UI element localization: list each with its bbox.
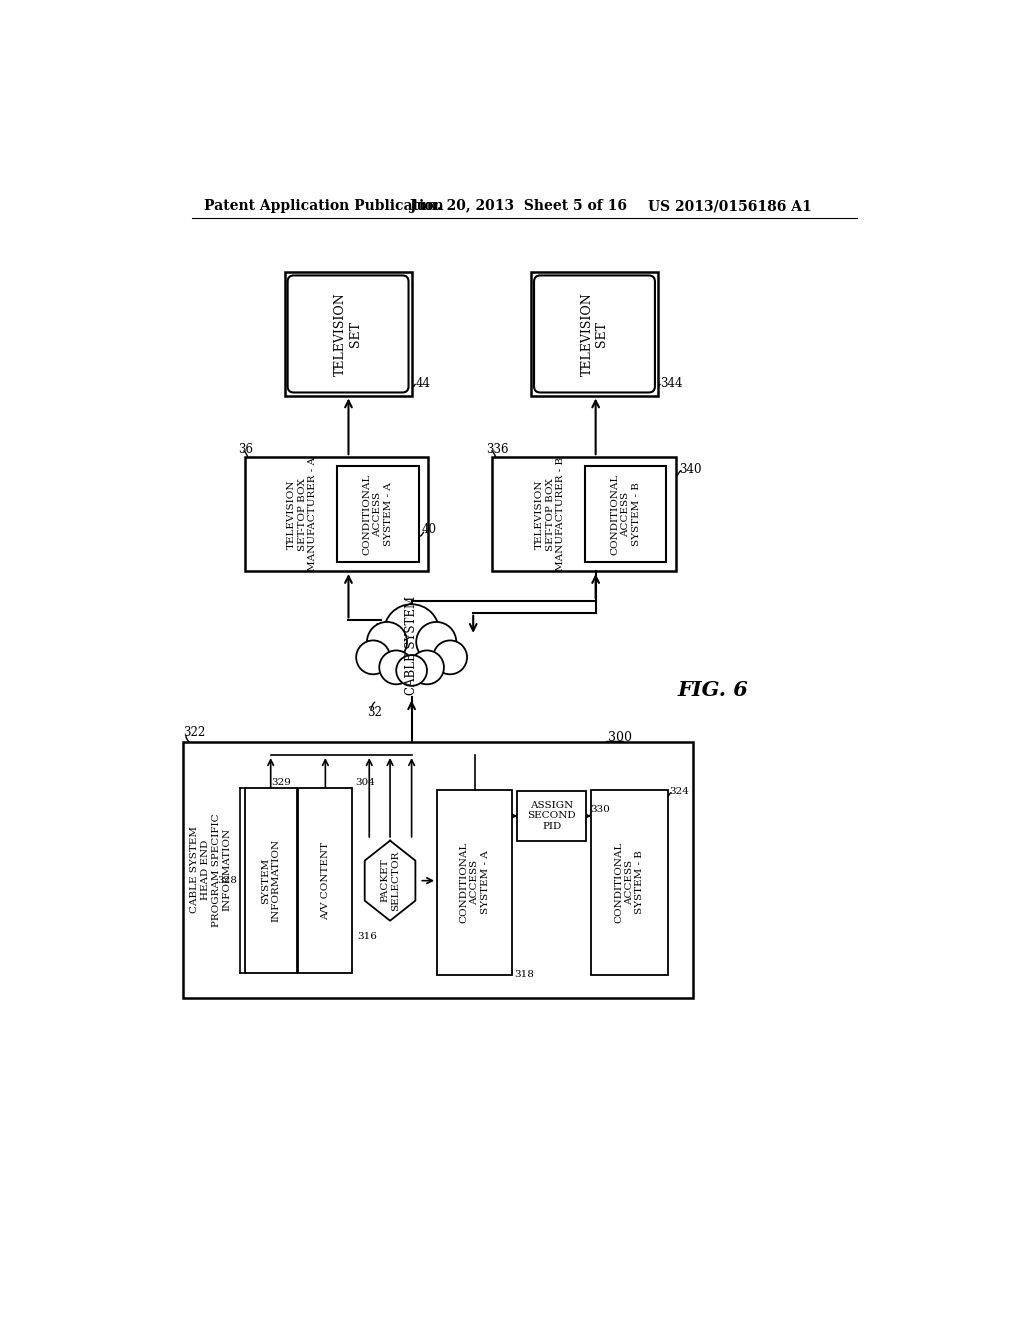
Bar — [591, 789, 668, 974]
Text: 336: 336 — [486, 444, 509, 455]
Text: 322: 322 — [183, 726, 205, 739]
Bar — [585, 466, 667, 562]
Text: 32: 32 — [367, 706, 382, 719]
FancyBboxPatch shape — [535, 276, 655, 392]
Text: CONDITIONAL
ACCESS
SYSTEM - B: CONDITIONAL ACCESS SYSTEM - B — [610, 474, 641, 554]
Text: 344: 344 — [660, 376, 683, 389]
Text: Patent Application Publication: Patent Application Publication — [204, 199, 443, 213]
Polygon shape — [365, 841, 416, 921]
Text: US 2013/0156186 A1: US 2013/0156186 A1 — [648, 199, 812, 213]
Bar — [298, 788, 352, 973]
Text: 44: 44 — [416, 376, 430, 389]
Circle shape — [410, 651, 444, 684]
Circle shape — [396, 655, 427, 686]
Bar — [517, 792, 587, 841]
Text: PROGRAM SPECIFIC
INFORMATION: PROGRAM SPECIFIC INFORMATION — [212, 813, 231, 927]
Text: 340: 340 — [679, 463, 701, 477]
Text: 318: 318 — [514, 970, 534, 979]
Text: ASSIGN
SECOND
PID: ASSIGN SECOND PID — [527, 801, 577, 830]
Text: CONDITIONAL
ACCESS
SYSTEM - B: CONDITIONAL ACCESS SYSTEM - B — [614, 842, 644, 923]
Text: 329: 329 — [271, 777, 292, 787]
Text: 40: 40 — [422, 523, 436, 536]
Circle shape — [379, 651, 413, 684]
Text: A/V CONTENT: A/V CONTENT — [321, 842, 330, 920]
Ellipse shape — [361, 616, 462, 675]
Bar — [245, 788, 297, 973]
Text: CABLE SYSTEM: CABLE SYSTEM — [406, 597, 418, 696]
Circle shape — [356, 640, 390, 675]
Text: CONDITIONAL
ACCESS
SYSTEM - A: CONDITIONAL ACCESS SYSTEM - A — [460, 842, 489, 923]
Text: TELEVISION
SET-TOP BOX
MANUFACTURER - B: TELEVISION SET-TOP BOX MANUFACTURER - B — [536, 457, 565, 572]
Text: TELEVISION
SET: TELEVISION SET — [581, 292, 608, 376]
Bar — [245, 457, 428, 572]
Text: 330: 330 — [590, 805, 610, 813]
Text: CONDITIONAL
ACCESS
SYSTEM - A: CONDITIONAL ACCESS SYSTEM - A — [362, 474, 392, 554]
Text: FIG. 6: FIG. 6 — [677, 680, 748, 700]
FancyBboxPatch shape — [288, 276, 409, 392]
Text: PACKET
SELECTOR: PACKET SELECTOR — [380, 850, 399, 911]
Text: SYSTEM
INFORMATION: SYSTEM INFORMATION — [261, 840, 281, 923]
Text: 324: 324 — [670, 787, 689, 796]
Text: 300: 300 — [608, 731, 632, 744]
Text: 304: 304 — [355, 777, 375, 787]
Bar — [285, 272, 412, 396]
Text: 328: 328 — [217, 876, 237, 886]
Circle shape — [416, 622, 457, 663]
Text: Jun. 20, 2013  Sheet 5 of 16: Jun. 20, 2013 Sheet 5 of 16 — [410, 199, 627, 213]
Circle shape — [433, 640, 467, 675]
Text: 316: 316 — [357, 932, 378, 941]
Bar — [493, 457, 676, 572]
Text: CABLE SYSTEM
HEAD END: CABLE SYSTEM HEAD END — [190, 826, 210, 913]
Text: TELEVISION
SET-TOP BOX
MANUFACTURER - A: TELEVISION SET-TOP BOX MANUFACTURER - A — [288, 457, 317, 572]
Bar — [437, 789, 512, 974]
Bar — [337, 466, 419, 562]
Bar — [183, 742, 692, 998]
Text: TELEVISION
SET: TELEVISION SET — [334, 292, 362, 376]
Circle shape — [384, 605, 439, 660]
Bar — [531, 272, 658, 396]
Text: 36: 36 — [239, 444, 253, 455]
Circle shape — [367, 622, 407, 663]
